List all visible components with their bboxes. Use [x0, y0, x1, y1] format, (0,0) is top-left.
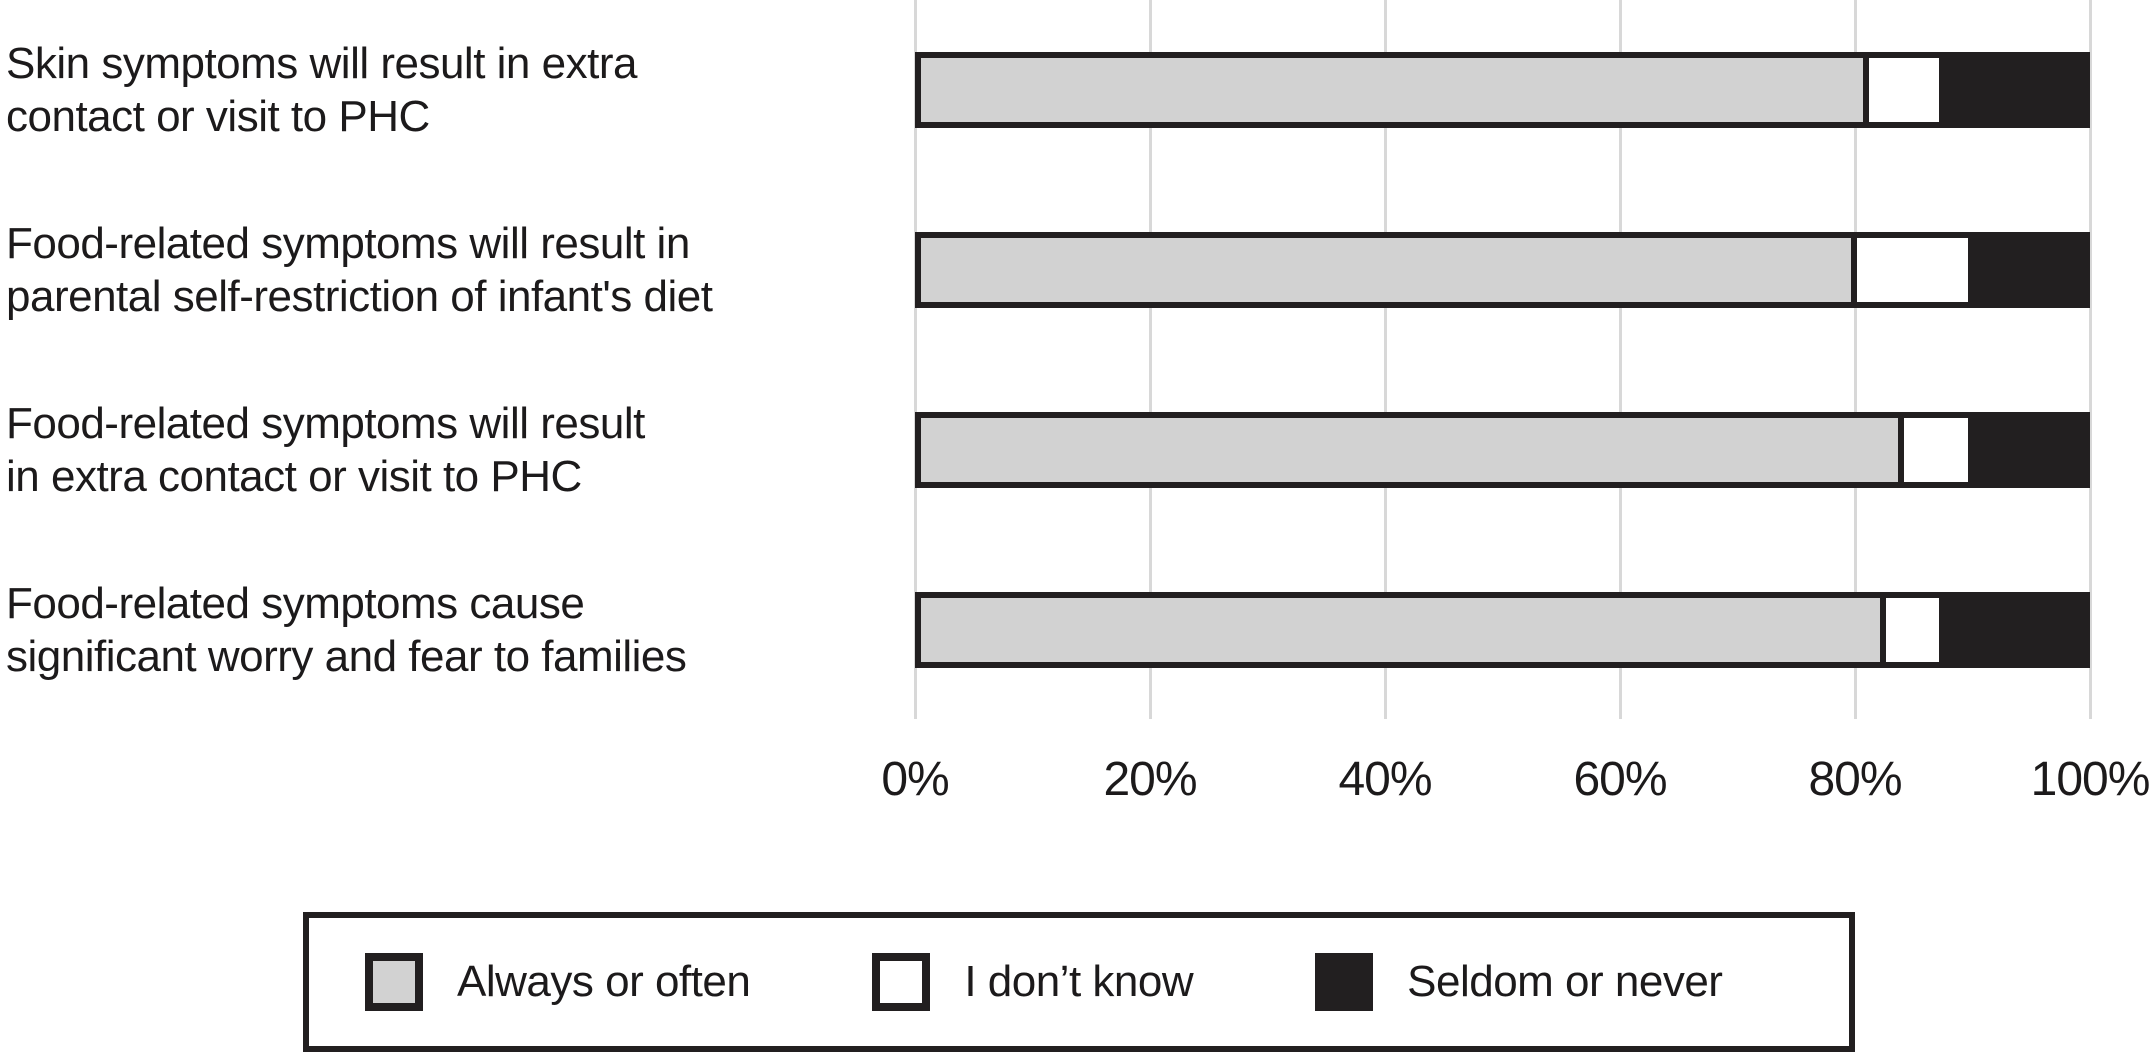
stacked-bar [915, 232, 2090, 308]
bar-segment-i-don-t-know [1863, 58, 1939, 122]
chart-row: Food-related symptoms cause significant w… [0, 540, 2156, 720]
legend-item: Always or often [365, 953, 751, 1011]
legend-item: Seldom or never [1315, 953, 1723, 1011]
x-tick-label: 80% [1808, 753, 1902, 806]
bar-segment-i-don-t-know [1880, 598, 1939, 662]
x-tick-label: 40% [1338, 753, 1432, 806]
chart-row: Skin symptoms will result in extra contac… [0, 0, 2156, 180]
legend-label: Always or often [457, 957, 751, 1006]
category-label-line: significant worry and fear to families [6, 632, 687, 681]
legend-swatch [1315, 953, 1374, 1011]
stacked-bar [915, 52, 2090, 128]
gridline-60 [1618, 0, 1622, 719]
category-label: Food-related symptoms will result in extr… [6, 397, 906, 503]
bar-segment-seldom-or-never [1938, 598, 2084, 662]
bar-segment-seldom-or-never [1967, 418, 2084, 482]
bar-segment-seldom-or-never [1967, 238, 2084, 302]
category-label: Food-related symptoms will result in pare… [6, 217, 906, 323]
category-label-line: Skin symptoms will result in extra [6, 39, 637, 88]
legend-swatch [365, 953, 423, 1011]
category-label-line: Food-related symptoms will result [6, 399, 645, 448]
gridline-0 [913, 0, 917, 719]
x-tick-label: 20% [1103, 753, 1197, 806]
legend: Always or often I don’t know Seldom or nev… [303, 912, 1855, 1052]
category-label-line: contact or visit to PHC [6, 92, 430, 141]
bar-segment-always-or-often [921, 598, 1881, 662]
stacked-bar [915, 592, 2090, 668]
legend-swatch [872, 953, 931, 1011]
legend-item: I don’t know [872, 953, 1194, 1011]
plot-area: Skin symptoms will result in extra contac… [0, 0, 2156, 720]
category-label: Food-related symptoms cause significant w… [6, 577, 906, 683]
bar-segment-seldom-or-never [1938, 58, 2084, 122]
category-label-line: Food-related symptoms cause [6, 579, 585, 628]
category-label: Skin symptoms will result in extra contac… [6, 37, 906, 143]
chart-row: Food-related symptoms will result in pare… [0, 180, 2156, 360]
gridlines [913, 0, 2092, 719]
category-label-line: parental self-restriction of infant's di… [6, 272, 713, 321]
bar-segment-always-or-often [921, 238, 1852, 302]
bar-rows: Skin symptoms will result in extra contac… [0, 0, 2156, 720]
x-tick-label: 100% [2030, 753, 2151, 806]
bar-segment-i-don-t-know [1897, 418, 1968, 482]
category-label-line: in extra contact or visit to PHC [6, 452, 582, 501]
x-tick-label: 60% [1573, 753, 1667, 806]
x-axis: 0% 20% 40% 60% 80% 100% [881, 752, 2150, 822]
bar-segment-i-don-t-know [1851, 238, 1968, 302]
legend-label: Seldom or never [1407, 957, 1723, 1006]
stacked-bar [915, 412, 2090, 488]
bar-segment-always-or-often [921, 418, 1898, 482]
x-tick-label: 0% [881, 753, 949, 806]
legend-label: I don’t know [964, 957, 1194, 1006]
gridline-20 [1148, 0, 1152, 719]
gridline-100 [2088, 0, 2092, 719]
bar-segment-always-or-often [921, 58, 1864, 122]
chart-row: Food-related symptoms will result in extr… [0, 360, 2156, 540]
category-label-line: Food-related symptoms will result in [6, 219, 690, 268]
gridline-40 [1383, 0, 1387, 719]
gridline-80 [1853, 0, 1857, 719]
